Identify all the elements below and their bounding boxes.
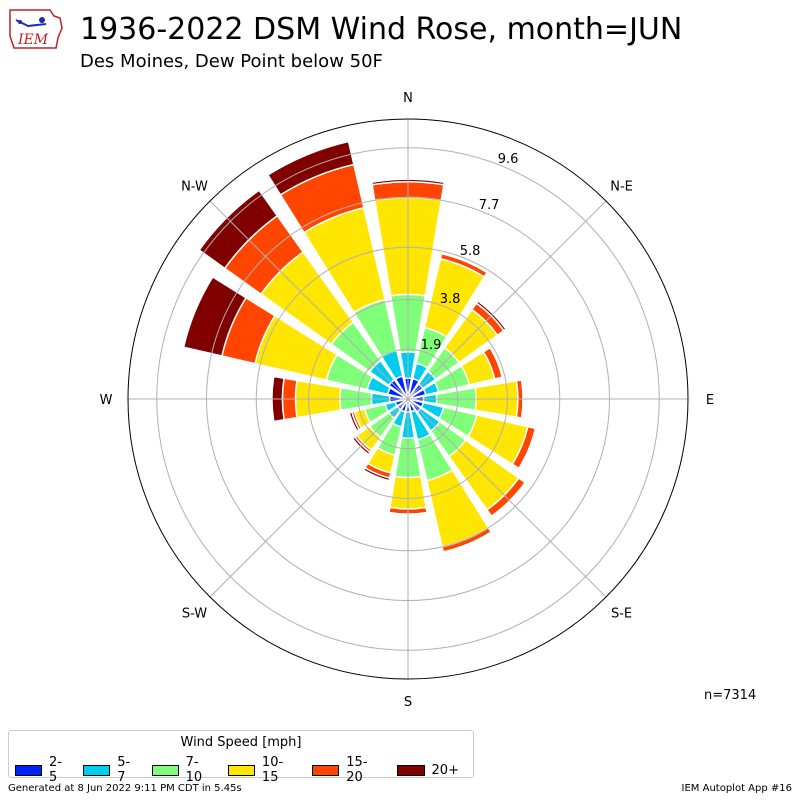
legend-label: 10-15 bbox=[261, 755, 284, 785]
wedge-292.5-20+ bbox=[182, 275, 248, 357]
legend-swatch bbox=[396, 764, 425, 776]
legend-swatch bbox=[151, 764, 179, 776]
direction-label: S bbox=[404, 695, 412, 710]
legend-swatch bbox=[83, 764, 111, 776]
direction-label: N-E bbox=[610, 179, 633, 194]
iem-logo: IEM bbox=[9, 9, 63, 49]
legend-label: 15-20 bbox=[346, 755, 368, 785]
chart-subtitle: Des Moines, Dew Point below 50F bbox=[80, 51, 383, 72]
legend-swatch bbox=[15, 764, 42, 776]
direction-label: N bbox=[403, 91, 413, 106]
legend-swatch bbox=[227, 764, 255, 776]
legend-item-7-10: 7-10 bbox=[151, 755, 214, 785]
chart-title: 1936-2022 DSM Wind Rose, month=JUN bbox=[80, 12, 683, 47]
grid-layer bbox=[127, 118, 689, 680]
outer-ring bbox=[127, 118, 689, 680]
legend-label: 2-5 bbox=[48, 755, 62, 785]
legend-item-10-15: 10-15 bbox=[227, 755, 298, 785]
wedge-202.5-20+ bbox=[362, 466, 391, 482]
legend-items: 2-5 5-7 7-10 10-15 15-20 20+ bbox=[15, 755, 473, 785]
logo-text: IEM bbox=[17, 32, 49, 48]
observation-count: n=7314 bbox=[704, 688, 757, 703]
grid-spoke bbox=[209, 398, 409, 598]
legend: Wind Speed [mph] 2-5 5-7 7-10 10-15 15-20 20+ bbox=[8, 730, 474, 785]
labels-layer: 1.9 3.8 5.8 7.7 9.6 N N-E E S-E S S-W W N-W bbox=[100, 91, 715, 710]
radial-tick-label: 3.8 bbox=[440, 292, 461, 307]
grid-spoke bbox=[407, 200, 607, 400]
legend-title: Wind Speed [mph] bbox=[180, 735, 302, 750]
legend-label: 7-10 bbox=[185, 755, 203, 785]
radial-tick-label: 1.9 bbox=[421, 338, 442, 353]
radial-tick-label: 9.6 bbox=[498, 152, 519, 167]
direction-label: S-W bbox=[182, 607, 207, 622]
legend-item-20+: 20+ bbox=[396, 755, 459, 785]
radial-tick-label: 7.7 bbox=[479, 198, 500, 213]
generated-note: Generated at 8 Jun 2022 9:11 PM CDT in 5… bbox=[8, 783, 242, 794]
grid-spoke bbox=[209, 200, 409, 400]
legend-item-2-5: 2-5 bbox=[15, 755, 69, 785]
legend-item-15-20: 15-20 bbox=[312, 755, 382, 785]
grid-spoke bbox=[407, 398, 607, 598]
wedge-337.5-20+ bbox=[266, 140, 355, 196]
wedge-22.5-20+ bbox=[441, 252, 488, 274]
legend-item-5-7: 5-7 bbox=[83, 755, 137, 785]
direction-label: E bbox=[706, 393, 714, 408]
wedge-112.5-20+ bbox=[518, 428, 537, 469]
direction-label: W bbox=[100, 393, 113, 408]
direction-label: N-W bbox=[181, 179, 208, 194]
radial-tick-label: 5.8 bbox=[460, 244, 481, 259]
wedge-0-20+ bbox=[370, 178, 446, 186]
app-note: IEM Autoplot App #16 bbox=[681, 783, 792, 794]
wedge-135-20+ bbox=[491, 482, 526, 517]
wedge-247.5-20+ bbox=[348, 411, 361, 432]
legend-swatch bbox=[312, 764, 340, 776]
direction-label: S-E bbox=[611, 607, 632, 622]
legend-label: 5-7 bbox=[117, 755, 131, 785]
wedge-45-20+ bbox=[475, 299, 508, 332]
legend-label: 20+ bbox=[431, 762, 459, 778]
